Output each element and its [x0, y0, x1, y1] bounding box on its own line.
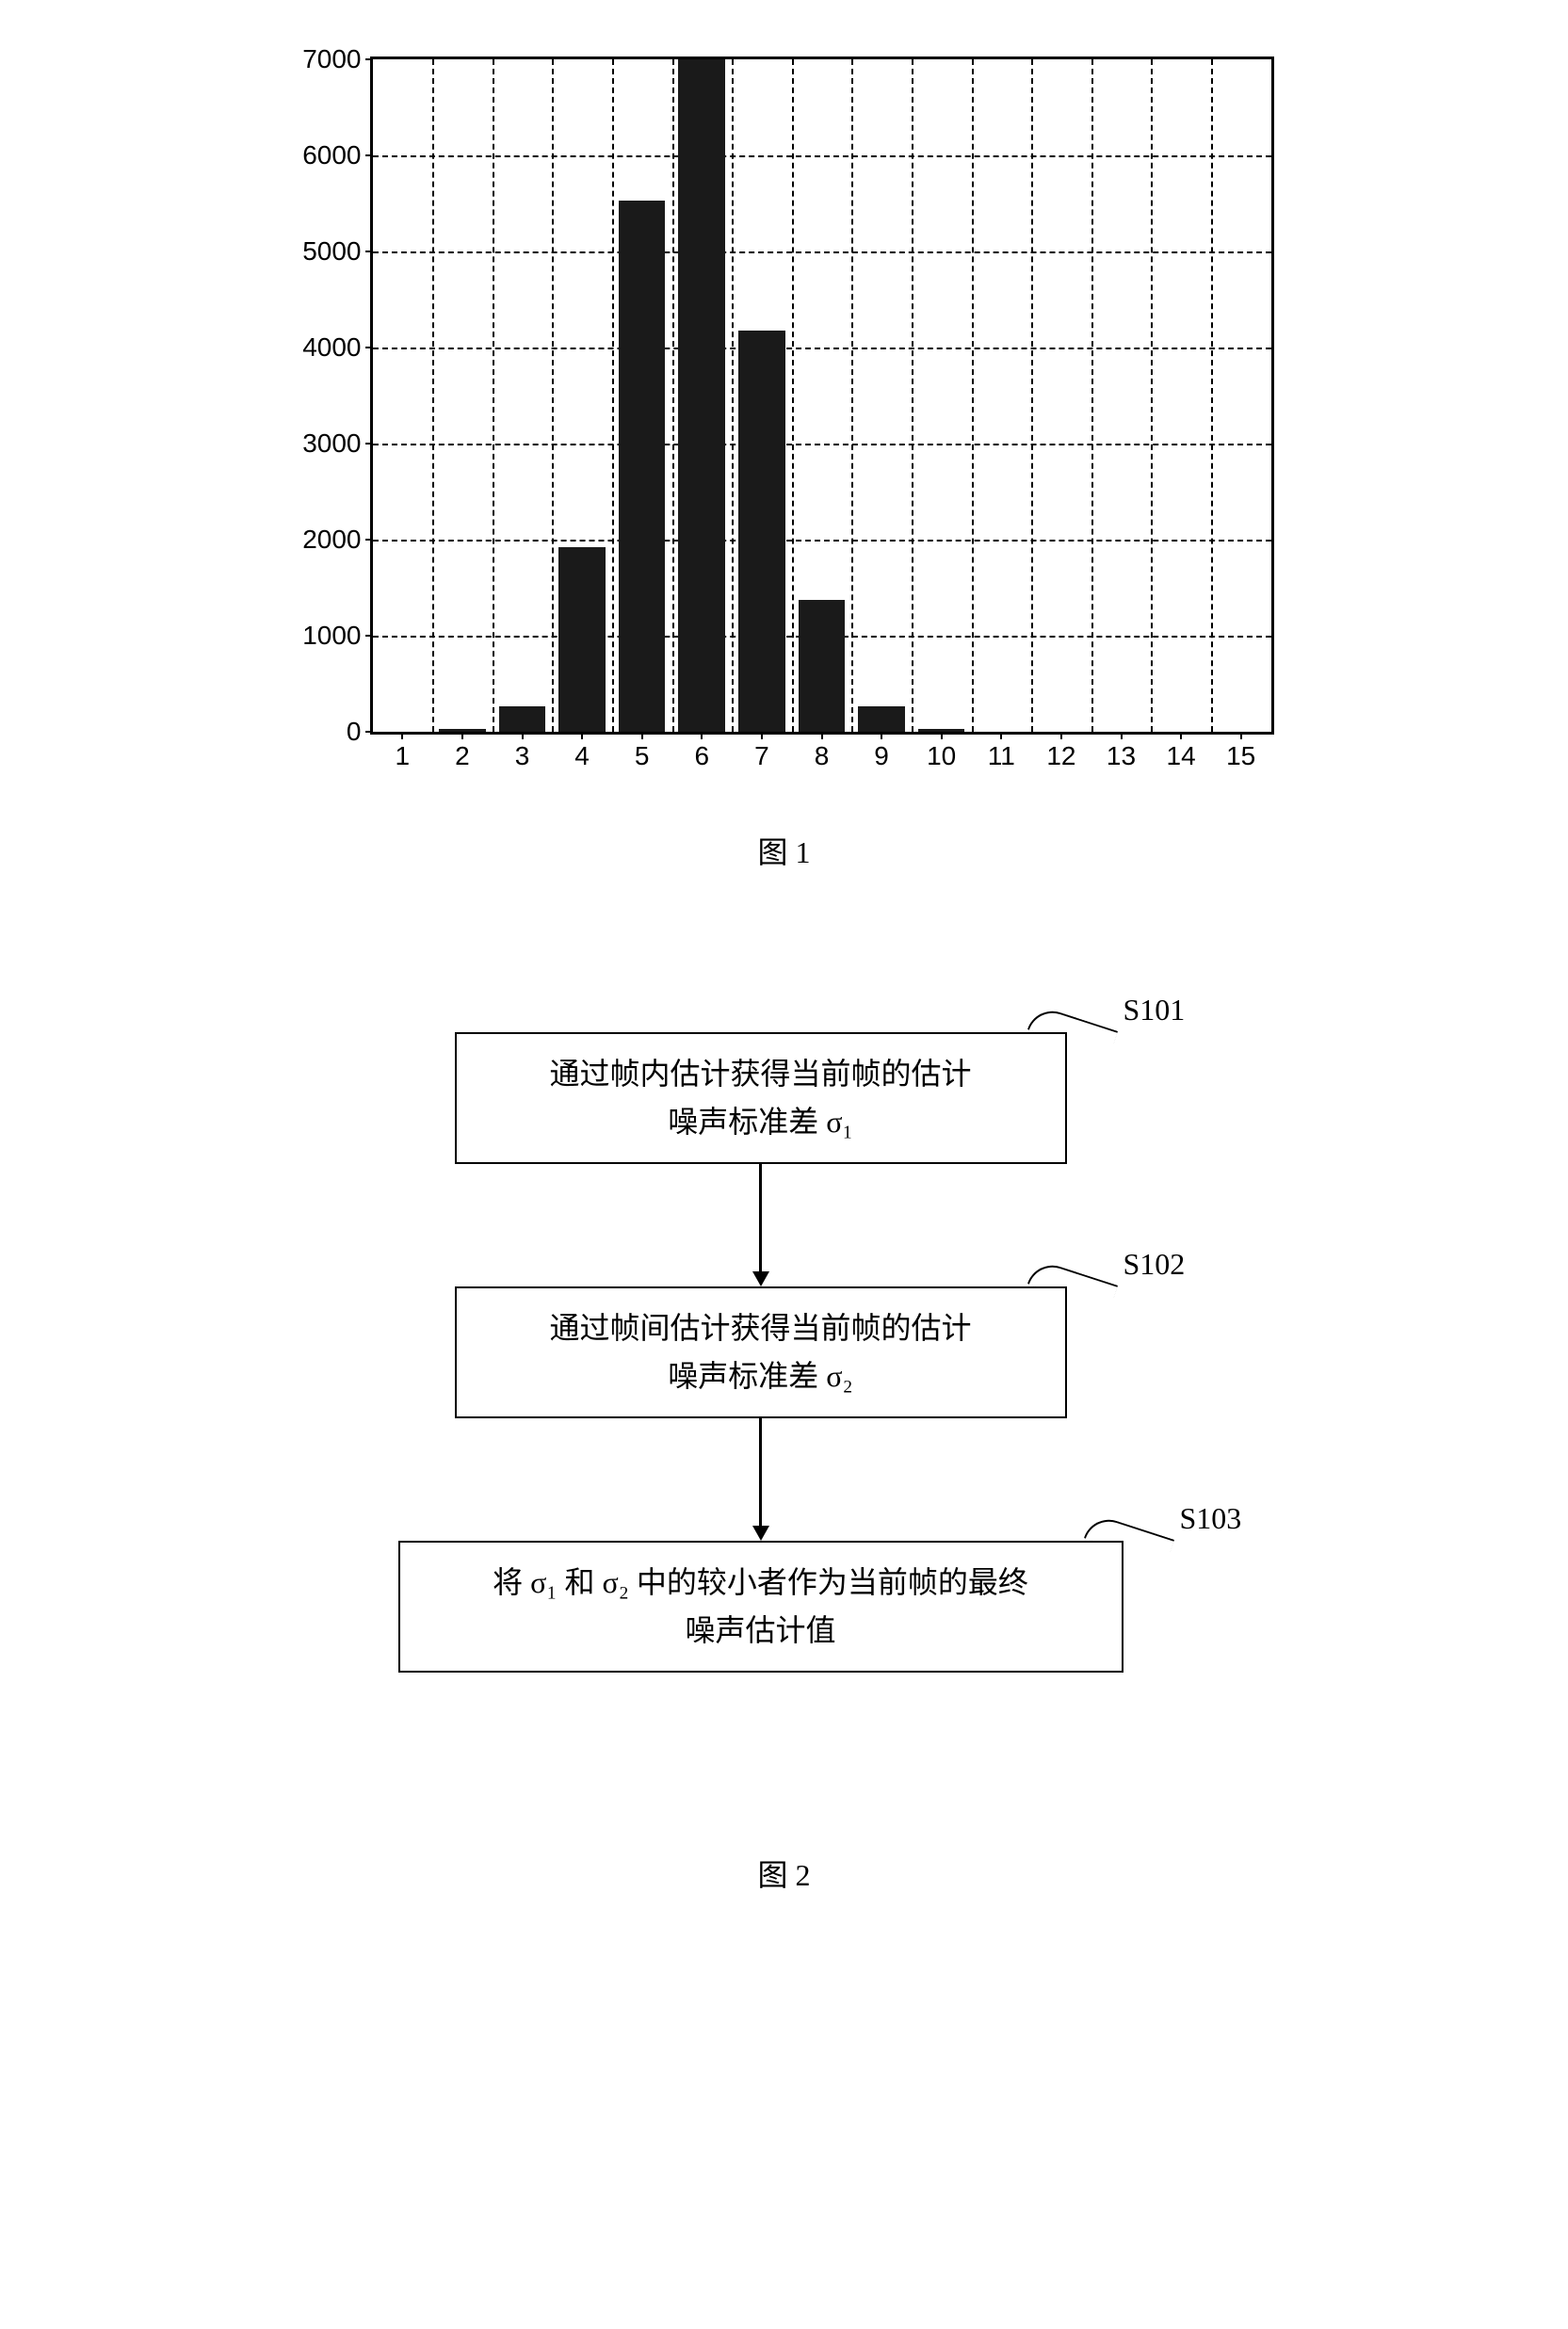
gridline-v	[1091, 59, 1093, 732]
flow-arrow-line	[759, 1164, 762, 1273]
gridline-v	[672, 59, 674, 732]
figure-1: 0100020003000400050006000700012345678910…	[267, 38, 1302, 872]
xtick-label: 8	[815, 741, 830, 771]
flow-arrow-head	[752, 1271, 769, 1286]
xtick-label: 1	[396, 741, 411, 771]
gridline-h	[373, 540, 1271, 542]
xtick-label: 12	[1046, 741, 1075, 771]
gridline-h	[373, 348, 1271, 349]
chart-plot-area: 0100020003000400050006000700012345678910…	[370, 57, 1274, 735]
histogram-chart: 0100020003000400050006000700012345678910…	[267, 38, 1302, 810]
bar	[738, 331, 785, 732]
xtick-label: 15	[1226, 741, 1255, 771]
ytick-label: 4000	[302, 332, 361, 363]
gridline-v	[493, 59, 494, 732]
gridline-h	[373, 155, 1271, 157]
ytick-label: 6000	[302, 140, 361, 170]
gridline-v	[1031, 59, 1033, 732]
gridline-v	[851, 59, 853, 732]
xtick-label: 3	[515, 741, 530, 771]
flow-step-label: S103	[1180, 1501, 1242, 1536]
figure-1-caption: 图 1	[267, 829, 1302, 872]
gridline-v	[972, 59, 974, 732]
gridline-v	[912, 59, 913, 732]
flow-step-label: S101	[1123, 993, 1186, 1027]
xtick-label: 14	[1167, 741, 1196, 771]
xtick-label: 4	[574, 741, 590, 771]
xtick-label: 9	[874, 741, 889, 771]
bar	[678, 59, 725, 732]
xtick-label: 7	[754, 741, 769, 771]
ytick-label: 1000	[302, 621, 361, 651]
flow-step-s101: 通过帧内估计获得当前帧的估计噪声标准差 σ₁	[455, 1032, 1067, 1164]
bar	[799, 600, 846, 732]
bar	[499, 706, 546, 732]
gridline-h	[373, 251, 1271, 253]
gridline-v	[792, 59, 794, 732]
bar	[619, 201, 666, 732]
xtick-label: 2	[455, 741, 470, 771]
flow-arrow-line	[759, 1418, 762, 1528]
gridline-v	[1211, 59, 1213, 732]
flow-step-label: S102	[1123, 1247, 1186, 1282]
flow-arrow-head	[752, 1526, 769, 1541]
xtick-label: 6	[695, 741, 710, 771]
ytick-label: 7000	[302, 44, 361, 74]
xtick-label: 10	[927, 741, 956, 771]
xtick-label: 5	[635, 741, 650, 771]
ytick-label: 2000	[302, 525, 361, 555]
gridline-v	[732, 59, 734, 732]
ytick-label: 5000	[302, 236, 361, 267]
gridline-v	[432, 59, 434, 732]
flowchart: 通过帧内估计获得当前帧的估计噪声标准差 σ₁ S101 通过帧间估计获得当前帧的估计…	[314, 985, 1255, 1833]
figure-2-caption: 图 2	[314, 1852, 1255, 1895]
xtick-label: 13	[1107, 741, 1136, 771]
gridline-v	[552, 59, 554, 732]
gridline-v	[612, 59, 614, 732]
flow-step-s102: 通过帧间估计获得当前帧的估计噪声标准差 σ₂	[455, 1286, 1067, 1418]
ytick-label: 3000	[302, 429, 361, 459]
ytick-label: 0	[347, 717, 362, 747]
figure-2: 通过帧内估计获得当前帧的估计噪声标准差 σ₁ S101 通过帧间估计获得当前帧的估计…	[314, 985, 1255, 1895]
gridline-h	[373, 444, 1271, 445]
bar	[558, 547, 606, 732]
xtick-label: 11	[988, 741, 1015, 771]
gridline-v	[1151, 59, 1153, 732]
bar	[858, 706, 905, 732]
flow-step-s103: 将 σ₁ 和 σ₂ 中的较小者作为当前帧的最终噪声估计值	[398, 1541, 1123, 1673]
